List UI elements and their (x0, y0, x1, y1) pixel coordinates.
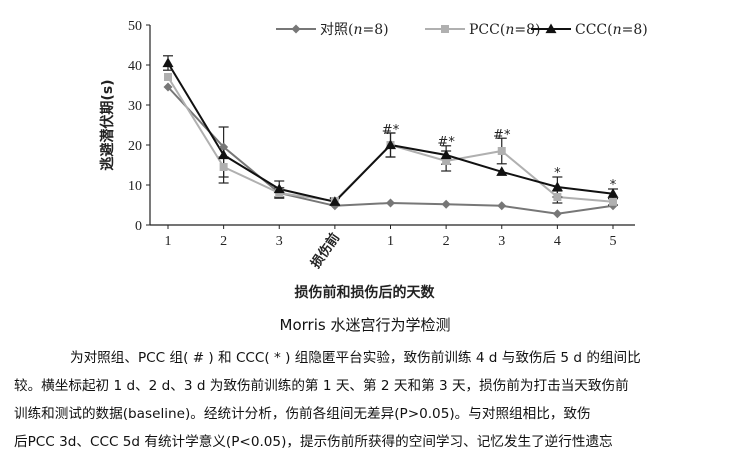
data-point (386, 198, 395, 208)
x-tick-label: 3 (276, 234, 283, 249)
data-point (329, 196, 341, 206)
data-point (219, 163, 228, 171)
y-tick-label: 10 (128, 179, 142, 194)
note-line: 为对照组、PCC 组( # ) 和 CCC( * ) 组隐匿平台实验，致伤前训练… (70, 350, 641, 366)
data-point (497, 201, 507, 211)
data-point (219, 142, 229, 152)
chart-axes: 0 10 20 30 40 50 1 2 3 损伤前 1 2 3 4 5 逃避潜伏期(s) 损伤前和损伤后的天数 (99, 19, 635, 301)
legend-label: 对照(n=8) (320, 22, 389, 38)
data-point (442, 157, 451, 165)
note-line: 后PCC 3d、CCC 5d 有统计学意义(P<0.05)，提示伤前所获得的空间… (14, 434, 613, 450)
chart-legend: 对照(n=8) PCC(n=8) CCC(n=8) (276, 22, 648, 38)
data-point (440, 149, 452, 160)
significance-label: * (554, 166, 561, 181)
y-tick-label: 0 (135, 219, 142, 234)
data-point (497, 147, 506, 155)
figure-caption: Morris 水迷宫行为学检测 (279, 316, 451, 334)
data-point (385, 139, 396, 150)
data-point (441, 199, 451, 209)
figure-note: 为对照组、PCC 组( # ) 和 CCC( * ) 组隐匿平台实验，致伤前训练… (14, 344, 720, 456)
data-point (441, 25, 449, 33)
significance-label: #* (437, 135, 455, 150)
data-point (218, 149, 230, 160)
chart-series: #* #* #* * * (162, 55, 619, 219)
data-point (553, 193, 562, 201)
note-line: 训练和测试的数据(baseline)。经统计分析，伤前各组间无差异(P>0.05… (14, 406, 591, 422)
legend-label: CCC(n=8) (575, 22, 648, 38)
data-point (552, 209, 562, 219)
x-tick-label: 2 (443, 234, 450, 249)
y-tick-label: 20 (128, 139, 142, 154)
data-point (163, 82, 173, 92)
data-point (551, 181, 563, 192)
y-tick-label: 30 (128, 99, 142, 114)
data-point (607, 188, 619, 198)
line-chart: 0 10 20 30 40 50 1 2 3 损伤前 1 2 3 4 5 逃避潜伏期(s) 损伤前和损伤后的天数… (99, 19, 648, 301)
y-tick-label: 40 (128, 59, 142, 74)
significance-label: * (610, 178, 617, 193)
data-point (291, 24, 301, 34)
y-tick-label: 50 (128, 19, 142, 34)
x-tick-label: 1 (387, 234, 394, 249)
x-tick-label: 5 (610, 234, 617, 249)
x-tick-label: 1 (165, 234, 172, 249)
significance-label: #* (493, 128, 511, 143)
x-tick-label: 损伤前 (308, 230, 343, 271)
data-point (164, 73, 172, 81)
data-point (609, 197, 617, 206)
significance-label: #* (382, 123, 400, 138)
x-axis-label: 损伤前和损伤后的天数 (295, 284, 436, 301)
data-point (273, 183, 285, 194)
note-line: 较。横坐标起初 1 d、2 d、3 d 为致伤前训练的第 1 天、第 2 天和第… (14, 378, 629, 394)
x-tick-label: 4 (554, 234, 561, 249)
x-tick-label: 2 (220, 234, 227, 249)
data-point (545, 23, 557, 34)
x-tick-label: 3 (498, 234, 505, 249)
data-point (162, 57, 174, 68)
y-axis-label: 逃避潜伏期(s) (99, 79, 116, 170)
legend-label: PCC(n=8) (469, 22, 540, 38)
data-point (496, 166, 508, 176)
